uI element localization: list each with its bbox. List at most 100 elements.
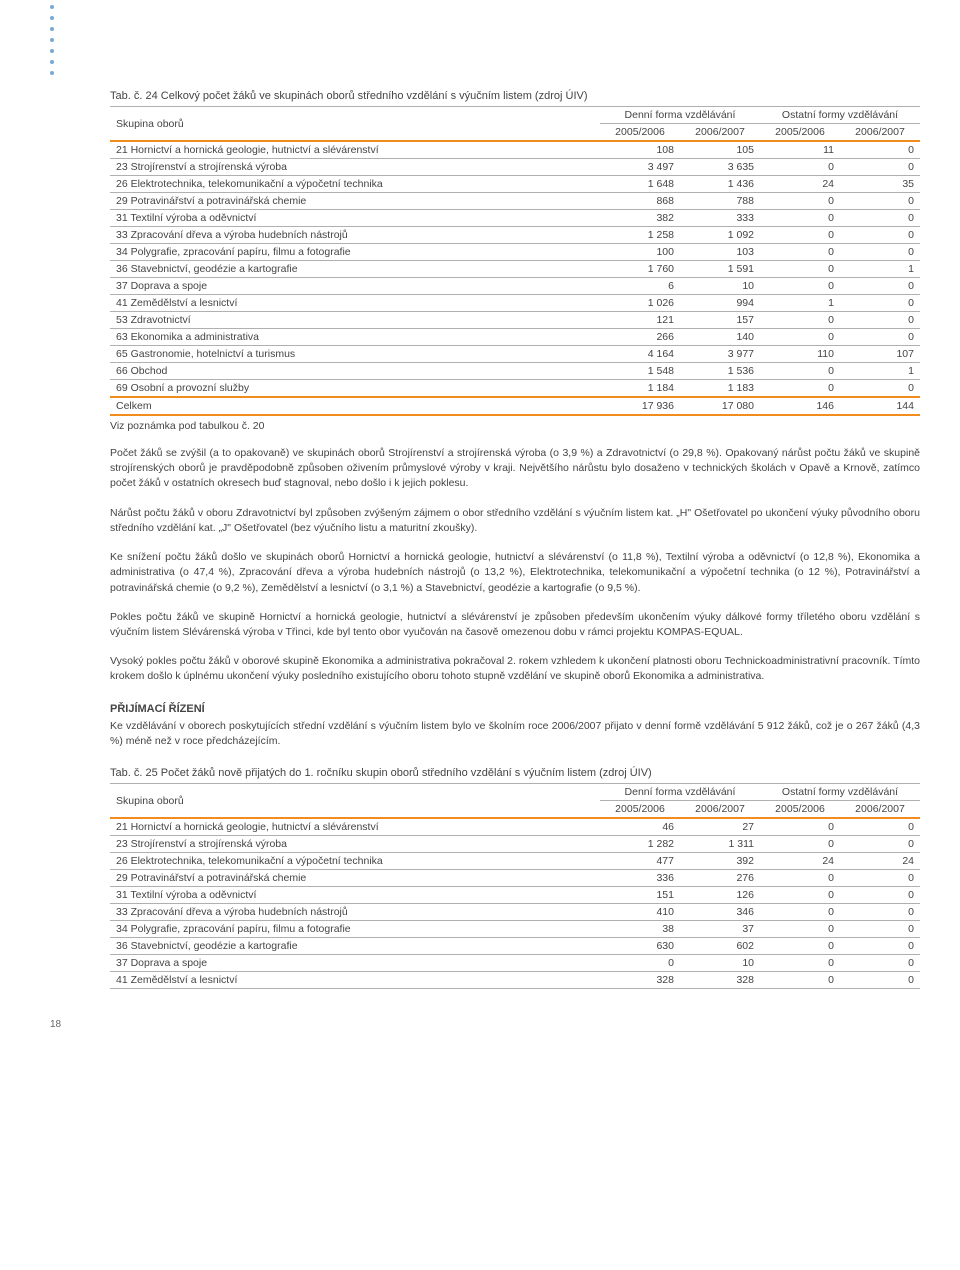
body-paragraph: Pokles počtu žáků ve skupině Hornictví a…	[110, 610, 920, 640]
table-row: 23 Strojírenství a strojírenská výroba1 …	[110, 836, 920, 853]
section-heading: PŘIJÍMACÍ ŘÍZENÍ	[110, 703, 920, 715]
cell-value: 0	[760, 887, 840, 904]
cell-value: 1	[840, 363, 920, 380]
cell-value: 37	[680, 921, 760, 938]
row-label: 34 Polygrafie, zpracování papíru, filmu …	[110, 921, 600, 938]
cell-value: 1 092	[680, 227, 760, 244]
cell-value: 336	[600, 870, 680, 887]
cell-value: 121	[600, 312, 680, 329]
row-label: 26 Elektrotechnika, telekomunikační a vý…	[110, 853, 600, 870]
cell-value: 107	[840, 346, 920, 363]
cell-value: 0	[840, 312, 920, 329]
cell-value: 0	[840, 870, 920, 887]
row-label: 29 Potravinářství a potravinářská chemie	[110, 193, 600, 210]
cell-value: 105	[680, 141, 760, 159]
cell-value: 0	[840, 227, 920, 244]
cell-value: 0	[840, 818, 920, 836]
cell-value: 630	[600, 938, 680, 955]
cell-value: 477	[600, 853, 680, 870]
page-number: 18	[50, 1019, 920, 1030]
total-label: Celkem	[110, 397, 600, 415]
table25-group-label: Skupina oborů	[110, 784, 600, 819]
cell-value: 0	[760, 261, 840, 278]
cell-value: 994	[680, 295, 760, 312]
cell-value: 0	[760, 159, 840, 176]
total-value: 17 080	[680, 397, 760, 415]
table-row: 37 Doprava a spoje61000	[110, 278, 920, 295]
body-paragraph: Nárůst počtu žáků v oboru Zdravotnictví …	[110, 506, 920, 536]
cell-value: 0	[760, 244, 840, 261]
table-row: 37 Doprava a spoje01000	[110, 955, 920, 972]
table-row: 53 Zdravotnictví12115700	[110, 312, 920, 329]
cell-value: 1 536	[680, 363, 760, 380]
body-paragraph: Vysoký pokles počtu žáků v oborové skupi…	[110, 654, 920, 684]
cell-value: 24	[760, 176, 840, 193]
cell-value: 6	[600, 278, 680, 295]
cell-value: 35	[840, 176, 920, 193]
row-label: 31 Textilní výroba a oděvnictví	[110, 210, 600, 227]
row-label: 36 Stavebnictví, geodézie a kartografie	[110, 261, 600, 278]
cell-value: 1 282	[600, 836, 680, 853]
table-row: 31 Textilní výroba a oděvnictví15112600	[110, 887, 920, 904]
cell-value: 140	[680, 329, 760, 346]
cell-value: 1 184	[600, 380, 680, 398]
cell-value: 328	[680, 972, 760, 989]
cell-value: 100	[600, 244, 680, 261]
cell-value: 10	[680, 278, 760, 295]
table-row: 26 Elektrotechnika, telekomunikační a vý…	[110, 176, 920, 193]
section-intro: Ke vzdělávání v oborech poskytujících st…	[110, 719, 920, 749]
cell-value: 0	[840, 159, 920, 176]
cell-value: 1 760	[600, 261, 680, 278]
cell-value: 0	[760, 870, 840, 887]
table25-year1: 2005/2006	[600, 801, 680, 819]
table-row: 29 Potravinářství a potravinářská chemie…	[110, 193, 920, 210]
row-label: 21 Hornictví a hornická geologie, hutnic…	[110, 818, 600, 836]
row-label: 33 Zpracování dřeva a výroba hudebních n…	[110, 904, 600, 921]
table-row: 36 Stavebnictví, geodézie a kartografie1…	[110, 261, 920, 278]
table-row: 63 Ekonomika a administrativa26614000	[110, 329, 920, 346]
cell-value: 0	[840, 921, 920, 938]
cell-value: 0	[760, 278, 840, 295]
table-row: 69 Osobní a provozní služby1 1841 18300	[110, 380, 920, 398]
row-label: 63 Ekonomika a administrativa	[110, 329, 600, 346]
cell-value: 0	[760, 193, 840, 210]
cell-value: 126	[680, 887, 760, 904]
table-row: 65 Gastronomie, hotelnictví a turismus4 …	[110, 346, 920, 363]
cell-value: 0	[760, 921, 840, 938]
cell-value: 110	[760, 346, 840, 363]
table24-year2: 2006/2007	[680, 124, 760, 142]
cell-value: 382	[600, 210, 680, 227]
table24-colgroup2: Ostatní formy vzdělávání	[760, 107, 920, 124]
cell-value: 346	[680, 904, 760, 921]
row-label: 36 Stavebnictví, geodézie a kartografie	[110, 938, 600, 955]
cell-value: 27	[680, 818, 760, 836]
table25-title: Tab. č. 25 Počet žáků nově přijatých do …	[110, 767, 920, 779]
cell-value: 0	[760, 938, 840, 955]
table-row: 31 Textilní výroba a oděvnictví38233300	[110, 210, 920, 227]
table-row: 21 Hornictví a hornická geologie, hutnic…	[110, 141, 920, 159]
table24-year4: 2006/2007	[840, 124, 920, 142]
table25-year2: 2006/2007	[680, 801, 760, 819]
cell-value: 1 436	[680, 176, 760, 193]
cell-value: 1 311	[680, 836, 760, 853]
table-row: 23 Strojírenství a strojírenská výroba3 …	[110, 159, 920, 176]
cell-value: 46	[600, 818, 680, 836]
cell-value: 0	[760, 329, 840, 346]
table-row: 66 Obchod1 5481 53601	[110, 363, 920, 380]
cell-value: 602	[680, 938, 760, 955]
row-label: 23 Strojírenství a strojírenská výroba	[110, 159, 600, 176]
cell-value: 392	[680, 853, 760, 870]
decorative-dots	[50, 5, 54, 82]
table-row: 36 Stavebnictví, geodézie a kartografie6…	[110, 938, 920, 955]
table24-year1: 2005/2006	[600, 124, 680, 142]
cell-value: 0	[840, 938, 920, 955]
table-row: 41 Zemědělství a lesnictví32832800	[110, 972, 920, 989]
cell-value: 0	[760, 227, 840, 244]
cell-value: 0	[760, 955, 840, 972]
row-label: 66 Obchod	[110, 363, 600, 380]
cell-value: 1 026	[600, 295, 680, 312]
cell-value: 38	[600, 921, 680, 938]
table-row: 33 Zpracování dřeva a výroba hudebních n…	[110, 904, 920, 921]
cell-value: 0	[760, 210, 840, 227]
cell-value: 1 183	[680, 380, 760, 398]
